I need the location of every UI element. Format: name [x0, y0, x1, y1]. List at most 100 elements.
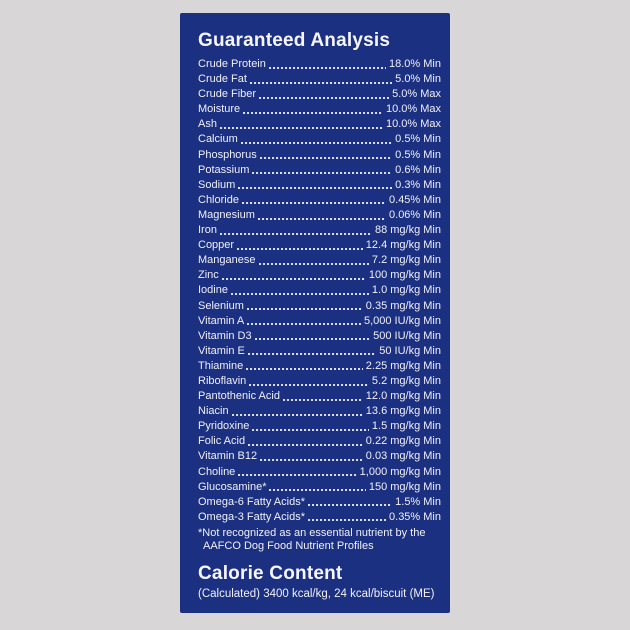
nutrient-name: Selenium [198, 299, 244, 312]
analysis-row: Vitamin E 50 IU/kg Min [198, 344, 441, 359]
analysis-row: Chloride 0.45% Min [198, 193, 441, 208]
nutrient-name: Glucosamine* [198, 480, 267, 493]
analysis-row: Choline 1,000 mg/kg Min [198, 465, 441, 480]
nutrient-name: Crude Fat [198, 73, 247, 86]
nutrient-value: 5,000 IU/kg Min [363, 314, 441, 327]
analysis-row: Niacin 13.6 mg/kg Min [198, 404, 441, 419]
nutrient-name: Iodine [198, 284, 228, 297]
nutrient-name: Omega-6 Fatty Acids* [198, 495, 305, 508]
nutrient-value: 13.6 mg/kg Min [365, 405, 441, 418]
nutrient-name: Pantothenic Acid [198, 390, 280, 403]
analysis-row: Phosphorus 0.5% Min [198, 148, 441, 163]
nutrient-name: Thiamine [198, 359, 244, 372]
nutrient-value: 18.0% Min [389, 58, 441, 70]
analysis-row: Iron 88 mg/kg Min [198, 223, 441, 238]
analysis-row: Calcium 0.5% Min [198, 132, 441, 147]
analysis-row: Ash 10.0% Max [198, 117, 441, 132]
dotted-leader [256, 87, 392, 102]
dotted-leader [219, 268, 369, 283]
nutrient-value: 12.4 mg/kg Min [365, 239, 441, 252]
dotted-leader [280, 389, 366, 404]
dotted-leader [257, 449, 366, 464]
dotted-leader [243, 359, 366, 374]
nutrient-name: Chloride [198, 193, 239, 206]
nutrient-value: 0.5% Min [395, 133, 441, 146]
analysis-row: Manganese 7.2 mg/kg Min [198, 253, 441, 268]
dotted-leader [245, 434, 366, 449]
dotted-leader [252, 329, 374, 344]
calorie-content-text: (Calculated) 3400 kcal/kg, 24 kcal/biscu… [198, 587, 435, 600]
analysis-row: Iodine 1.0 mg/kg Min [198, 283, 441, 298]
nutrient-value: 50 IU/kg Min [379, 344, 441, 357]
nutrient-name: Omega-3 Fatty Acids* [198, 510, 305, 523]
dotted-leader [244, 314, 364, 329]
dotted-leader [249, 163, 395, 178]
nutrient-name: Choline [198, 465, 236, 478]
dotted-leader [240, 102, 386, 117]
dotted-leader [266, 57, 389, 72]
nutrient-name: Calcium [198, 133, 238, 146]
nutrient-value: 100 mg/kg Min [368, 269, 441, 282]
analysis-row: Selenium 0.35 mg/kg Min [198, 299, 441, 314]
nutrient-value: 0.35 mg/kg Min [365, 299, 441, 312]
nutrient-value: 0.3% Min [395, 178, 441, 191]
footnote: *Not recognized as an essential nutrient… [198, 527, 441, 554]
analysis-row: Vitamin D3 500 IU/kg Min [198, 329, 441, 344]
nutrient-value: 5.0% Max [392, 88, 441, 101]
nutrient-name: Sodium [198, 178, 236, 191]
nutrient-value: 0.06% Min [389, 208, 441, 221]
dotted-leader [266, 480, 368, 495]
dotted-leader [238, 132, 395, 147]
nutrient-name: Crude Fiber [198, 88, 257, 101]
dotted-leader [235, 178, 395, 193]
analysis-row: Omega-3 Fatty Acids* 0.35% Min [198, 510, 441, 525]
nutrient-name: Pyridoxine [198, 420, 250, 433]
nutrient-value: 1.5 mg/kg Min [371, 420, 441, 433]
nutrient-value: 5.2 mg/kg Min [371, 374, 441, 387]
dotted-leader [229, 404, 366, 419]
nutrient-value: 0.35% Min [389, 510, 441, 523]
analysis-row: Moisture 10.0% Max [198, 102, 441, 117]
dotted-leader [217, 223, 375, 238]
footnote-line1: *Not recognized as an essential nutrient… [198, 526, 426, 539]
dotted-leader [256, 253, 372, 268]
dotted-leader [234, 238, 366, 253]
analysis-row: Zinc 100 mg/kg Min [198, 268, 441, 283]
nutrient-value: 150 mg/kg Min [368, 480, 441, 493]
dotted-leader [235, 465, 359, 480]
dotted-leader [228, 283, 372, 298]
analysis-row: Folic Acid 0.22 mg/kg Min [198, 434, 441, 449]
nutrient-value: 10.0% Max [385, 103, 441, 116]
nutrient-value: 1,000 mg/kg Min [359, 465, 441, 478]
dotted-leader [257, 148, 395, 163]
nutrient-value: 88 mg/kg Min [374, 224, 441, 237]
dotted-leader [239, 193, 389, 208]
nutrient-name: Ash [198, 118, 217, 131]
guaranteed-analysis-panel: Guaranteed Analysis Crude Protein 18.0% M… [180, 13, 450, 613]
analysis-row: Crude Protein 18.0% Min [198, 57, 441, 72]
nutrient-value: 1.0 mg/kg Min [371, 284, 441, 297]
nutrient-value: 2.25 mg/kg Min [365, 359, 441, 372]
guaranteed-analysis-title: Guaranteed Analysis [198, 30, 391, 51]
nutrient-name: Vitamin A [198, 314, 245, 327]
analysis-row: Omega-6 Fatty Acids* 1.5% Min [198, 495, 441, 510]
dotted-leader [255, 208, 389, 223]
nutrient-value: 10.0% Max [385, 118, 441, 131]
analysis-row: Potassium 0.6% Min [198, 163, 441, 178]
analysis-row: Pantothenic Acid 12.0 mg/kg Min [198, 389, 441, 404]
analysis-row: Thiamine 2.25 mg/kg Min [198, 359, 441, 374]
nutrient-name: Phosphorus [198, 148, 257, 161]
nutrient-name: Vitamin B12 [198, 450, 258, 463]
dotted-leader [244, 299, 366, 314]
analysis-row: Copper 12.4 mg/kg Min [198, 238, 441, 253]
nutrient-name: Copper [198, 239, 235, 252]
dotted-leader [217, 117, 386, 132]
nutrient-name: Manganese [198, 254, 256, 267]
analysis-rows: Crude Protein 18.0% Min Crude Fat 5.0% Min C… [198, 57, 441, 525]
dotted-leader [249, 419, 372, 434]
dotted-leader [246, 374, 372, 389]
nutrient-value: 0.03 mg/kg Min [365, 450, 441, 463]
dotted-leader [305, 495, 395, 510]
nutrient-value: 500 IU/kg Min [373, 329, 441, 342]
